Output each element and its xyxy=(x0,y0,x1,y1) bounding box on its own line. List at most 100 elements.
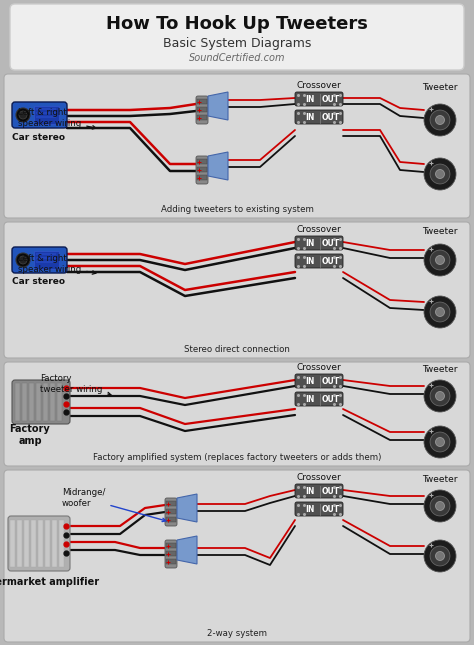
Text: IN: IN xyxy=(306,377,315,386)
FancyBboxPatch shape xyxy=(295,392,343,406)
Text: OUT: OUT xyxy=(322,257,340,266)
Text: Left & right
speaker wiring: Left & right speaker wiring xyxy=(18,108,96,129)
Text: OUT: OUT xyxy=(322,395,340,404)
FancyBboxPatch shape xyxy=(295,254,343,268)
Text: Factory
tweeter wiring: Factory tweeter wiring xyxy=(40,374,111,395)
Bar xyxy=(197,99,207,104)
Text: Crossover: Crossover xyxy=(297,473,341,482)
Circle shape xyxy=(19,111,27,119)
Text: Adding tweeters to existing system: Adding tweeters to existing system xyxy=(161,204,313,213)
Circle shape xyxy=(424,490,456,522)
Text: Tweeter: Tweeter xyxy=(422,366,458,375)
Bar xyxy=(24,520,29,567)
Text: OUT: OUT xyxy=(322,112,340,121)
Circle shape xyxy=(436,115,445,124)
Bar xyxy=(197,159,207,164)
Text: IN: IN xyxy=(306,257,315,266)
FancyBboxPatch shape xyxy=(295,110,343,124)
Circle shape xyxy=(430,432,450,452)
Text: OUT: OUT xyxy=(322,504,340,513)
Text: Factory
amp: Factory amp xyxy=(9,424,50,446)
Bar xyxy=(197,115,207,120)
Text: OUT: OUT xyxy=(322,239,340,248)
Bar xyxy=(166,509,176,514)
Polygon shape xyxy=(177,494,197,522)
Text: IN: IN xyxy=(306,112,315,121)
FancyBboxPatch shape xyxy=(12,247,67,273)
FancyBboxPatch shape xyxy=(8,516,70,571)
Bar xyxy=(38,520,43,567)
Bar xyxy=(50,383,55,421)
FancyBboxPatch shape xyxy=(295,484,343,498)
Bar xyxy=(36,108,56,110)
Circle shape xyxy=(436,437,445,446)
FancyBboxPatch shape xyxy=(196,96,208,124)
Text: IN: IN xyxy=(306,239,315,248)
Text: How To Hook Up Tweeters: How To Hook Up Tweeters xyxy=(106,15,368,33)
Bar xyxy=(15,383,20,421)
Bar xyxy=(197,167,207,172)
FancyBboxPatch shape xyxy=(295,374,343,388)
Circle shape xyxy=(436,392,445,401)
Bar xyxy=(197,175,207,180)
Text: IN: IN xyxy=(306,395,315,404)
Bar xyxy=(36,116,56,118)
Text: SoundCertified.com: SoundCertified.com xyxy=(189,53,285,63)
Text: IN: IN xyxy=(306,95,315,103)
Bar xyxy=(36,253,56,255)
Text: Basic System Diagrams: Basic System Diagrams xyxy=(163,37,311,50)
Text: Stereo direct connection: Stereo direct connection xyxy=(184,344,290,353)
Polygon shape xyxy=(208,92,228,120)
Bar xyxy=(52,520,57,567)
Circle shape xyxy=(424,296,456,328)
Circle shape xyxy=(424,380,456,412)
FancyBboxPatch shape xyxy=(4,74,470,218)
Text: OUT: OUT xyxy=(322,95,340,103)
Bar xyxy=(166,543,176,548)
FancyBboxPatch shape xyxy=(4,362,470,466)
Text: Left & right
speaker wiring: Left & right speaker wiring xyxy=(18,254,96,274)
Circle shape xyxy=(424,244,456,276)
Bar xyxy=(34,251,59,269)
Bar xyxy=(22,383,27,421)
Text: Tweeter: Tweeter xyxy=(422,475,458,484)
Bar xyxy=(36,383,41,421)
Bar xyxy=(31,520,36,567)
Circle shape xyxy=(430,164,450,184)
Text: Car stereo: Car stereo xyxy=(12,277,65,286)
Text: IN: IN xyxy=(306,504,315,513)
Circle shape xyxy=(436,502,445,510)
FancyBboxPatch shape xyxy=(4,470,470,642)
FancyBboxPatch shape xyxy=(295,502,343,516)
Polygon shape xyxy=(208,152,228,180)
Bar xyxy=(57,383,62,421)
FancyBboxPatch shape xyxy=(10,4,464,70)
Bar xyxy=(10,520,15,567)
Bar xyxy=(17,520,22,567)
Circle shape xyxy=(430,546,450,566)
Circle shape xyxy=(430,496,450,516)
FancyBboxPatch shape xyxy=(295,92,343,106)
Text: Crossover: Crossover xyxy=(297,362,341,372)
Circle shape xyxy=(436,308,445,317)
FancyBboxPatch shape xyxy=(12,102,67,128)
FancyBboxPatch shape xyxy=(196,156,208,184)
Bar xyxy=(36,261,56,263)
FancyBboxPatch shape xyxy=(4,222,470,358)
Circle shape xyxy=(19,256,27,264)
Text: Tweeter: Tweeter xyxy=(422,228,458,237)
FancyBboxPatch shape xyxy=(12,380,70,424)
Bar xyxy=(166,501,176,506)
Bar xyxy=(59,520,64,567)
Bar xyxy=(43,383,48,421)
Text: Aftermarket amplifier: Aftermarket amplifier xyxy=(0,577,99,587)
Circle shape xyxy=(436,255,445,264)
Bar xyxy=(45,520,50,567)
Text: OUT: OUT xyxy=(322,377,340,386)
Circle shape xyxy=(424,158,456,190)
Text: Factory amplified system (replaces factory tweeters or adds them): Factory amplified system (replaces facto… xyxy=(93,453,381,462)
Text: IN: IN xyxy=(306,486,315,495)
Bar xyxy=(166,517,176,522)
Circle shape xyxy=(424,426,456,458)
Text: 2-way system: 2-way system xyxy=(207,628,267,637)
